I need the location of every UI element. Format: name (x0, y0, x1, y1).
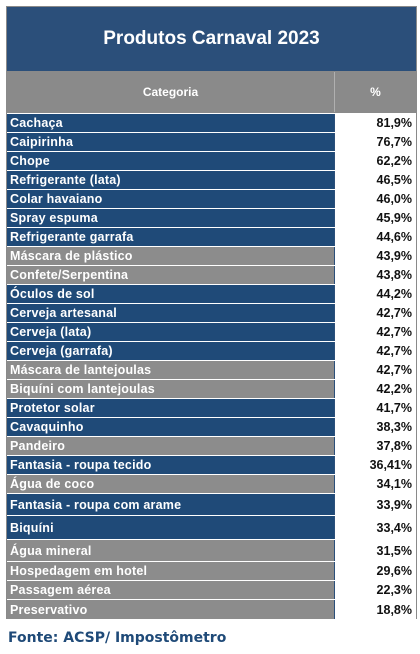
row-category: Caipirinha (7, 133, 334, 151)
table-row: Cachaça 81,9% (7, 113, 416, 132)
row-percent: 43,8% (334, 266, 416, 284)
row-category: Fantasia - roupa tecido (7, 456, 334, 474)
row-percent: 81,9% (334, 114, 416, 132)
table-row: Spray espuma 45,9% (7, 208, 416, 227)
table-row: Confete/Serpentina 43,8% (7, 265, 416, 284)
row-percent: 18,8% (334, 600, 416, 619)
row-category: Cerveja (lata) (7, 323, 334, 341)
table-row: Preservativo 18,8% (7, 599, 416, 619)
row-category: Hospedagem em hotel (7, 562, 334, 580)
table-row: Fantasia - roupa com arame 33,9% (7, 493, 416, 515)
row-percent: 29,6% (334, 562, 416, 580)
row-percent: 45,9% (334, 209, 416, 227)
row-percent: 44,2% (334, 285, 416, 303)
row-category: Colar havaiano (7, 190, 334, 208)
table-row: Cerveja (lata) 42,7% (7, 322, 416, 341)
table-row: Óculos de sol 44,2% (7, 284, 416, 303)
row-percent: 41,7% (334, 399, 416, 417)
row-percent: 42,7% (334, 342, 416, 360)
table-row: Água de coco 34,1% (7, 474, 416, 493)
row-category: Cachaça (7, 114, 334, 132)
table-body: Cachaça 81,9% Caipirinha 76,7% Chope 62,2% Ref… (6, 113, 417, 619)
table-header: Categoria % (6, 71, 417, 113)
row-percent: 42,7% (334, 304, 416, 322)
table-row: Caipirinha 76,7% (7, 132, 416, 151)
row-percent: 46,0% (334, 190, 416, 208)
table-row: Passagem aérea 22,3% (7, 580, 416, 599)
row-percent: 76,7% (334, 133, 416, 151)
row-percent: 33,4% (334, 516, 416, 539)
row-category: Biquíni (7, 516, 334, 539)
row-percent: 42,7% (334, 361, 416, 379)
header-percent: % (370, 85, 381, 99)
row-category: Máscara de lantejoulas (7, 361, 334, 379)
row-category: Spray espuma (7, 209, 334, 227)
table-title: Produtos Carnaval 2023 (6, 6, 417, 71)
table-row: Máscara de plástico 43,9% (7, 246, 416, 265)
table-row: Biquíni com lantejoulas 42,2% (7, 379, 416, 398)
row-category: Pandeiro (7, 437, 334, 455)
table-row: Água mineral 31,5% (7, 539, 416, 561)
row-category: Óculos de sol (7, 285, 334, 303)
row-percent: 38,3% (334, 418, 416, 436)
table-row: Protetor solar 41,7% (7, 398, 416, 417)
table-row: Refrigerante garrafa 44,6% (7, 227, 416, 246)
row-percent: 31,5% (334, 540, 416, 561)
row-category: Cerveja (garrafa) (7, 342, 334, 360)
row-category: Refrigerante garrafa (7, 228, 334, 246)
row-category: Refrigerante (lata) (7, 171, 334, 189)
row-percent: 22,3% (334, 581, 416, 599)
row-percent: 46,5% (334, 171, 416, 189)
table-row: Cerveja (garrafa) 42,7% (7, 341, 416, 360)
table-row: Colar havaiano 46,0% (7, 189, 416, 208)
row-category: Água mineral (7, 540, 334, 561)
source-note: Fonte: ACSP/ Impostômetro (8, 630, 227, 646)
row-category: Fantasia - roupa com arame (7, 494, 334, 515)
row-category: Passagem aérea (7, 581, 334, 599)
row-category: Água de coco (7, 475, 334, 493)
row-percent: 42,2% (334, 380, 416, 398)
row-category: Protetor solar (7, 399, 334, 417)
row-percent: 43,9% (334, 247, 416, 265)
table-row: Máscara de lantejoulas 42,7% (7, 360, 416, 379)
row-category: Confete/Serpentina (7, 266, 334, 284)
row-percent: 44,6% (334, 228, 416, 246)
row-percent: 62,2% (334, 152, 416, 170)
row-category: Chope (7, 152, 334, 170)
table-row: Cerveja artesanal 42,7% (7, 303, 416, 322)
row-percent: 42,7% (334, 323, 416, 341)
row-category: Máscara de plástico (7, 247, 334, 265)
row-percent: 33,9% (334, 494, 416, 515)
products-table: Produtos Carnaval 2023 Categoria % Cacha… (6, 6, 417, 619)
row-category: Cerveja artesanal (7, 304, 334, 322)
table-row: Refrigerante (lata) 46,5% (7, 170, 416, 189)
table-row: Hospedagem em hotel 29,6% (7, 561, 416, 580)
row-percent: 34,1% (334, 475, 416, 493)
row-category: Cavaquinho (7, 418, 334, 436)
row-percent: 36,41% (334, 456, 416, 474)
row-category: Preservativo (7, 600, 334, 619)
table-row: Chope 62,2% (7, 151, 416, 170)
table-row: Biquíni 33,4% (7, 515, 416, 539)
row-percent: 37,8% (334, 437, 416, 455)
row-category: Biquíni com lantejoulas (7, 380, 334, 398)
header-category: Categoria (7, 72, 335, 112)
table-row: Pandeiro 37,8% (7, 436, 416, 455)
table-row: Cavaquinho 38,3% (7, 417, 416, 436)
table-row: Fantasia - roupa tecido 36,41% (7, 455, 416, 474)
